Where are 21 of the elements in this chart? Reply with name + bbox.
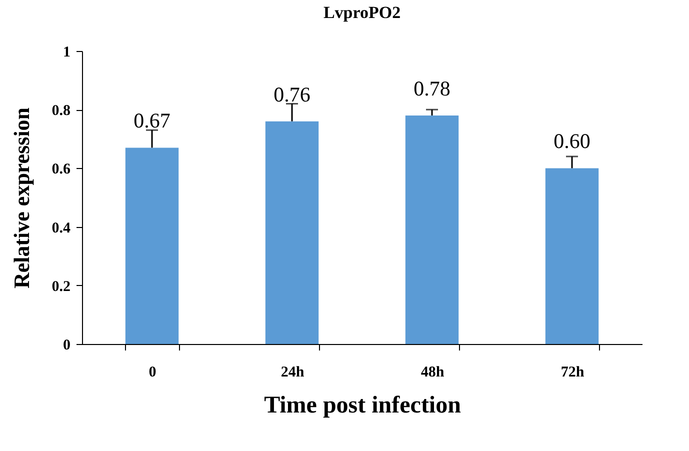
bar xyxy=(125,148,179,344)
x-tick-label: 48h xyxy=(420,364,445,380)
y-tick-label: 0.4 xyxy=(52,220,71,236)
bar xyxy=(265,121,319,344)
bar xyxy=(405,115,459,344)
y-tick-label: 1 xyxy=(63,44,70,60)
y-tick-label: 0.2 xyxy=(52,278,70,295)
y-tick-label: 0.6 xyxy=(52,162,71,178)
y-tick-label: 0 xyxy=(63,338,70,354)
x-tick-label: 24h xyxy=(280,364,305,380)
x-axis-title: Time post infection xyxy=(264,392,461,418)
y-axis-title: Relative expression xyxy=(8,107,34,289)
chart-title: LvproPO2 xyxy=(323,3,401,22)
bar xyxy=(545,168,599,344)
data-label: 0.60 xyxy=(554,129,590,154)
data-label: 0.78 xyxy=(414,76,450,100)
y-tick-label: 0.8 xyxy=(52,103,70,120)
x-tick-label: 72h xyxy=(560,364,585,380)
data-label: 0.76 xyxy=(274,82,310,106)
data-label: 0.67 xyxy=(134,108,170,133)
x-tick-label: 0 xyxy=(148,364,156,380)
